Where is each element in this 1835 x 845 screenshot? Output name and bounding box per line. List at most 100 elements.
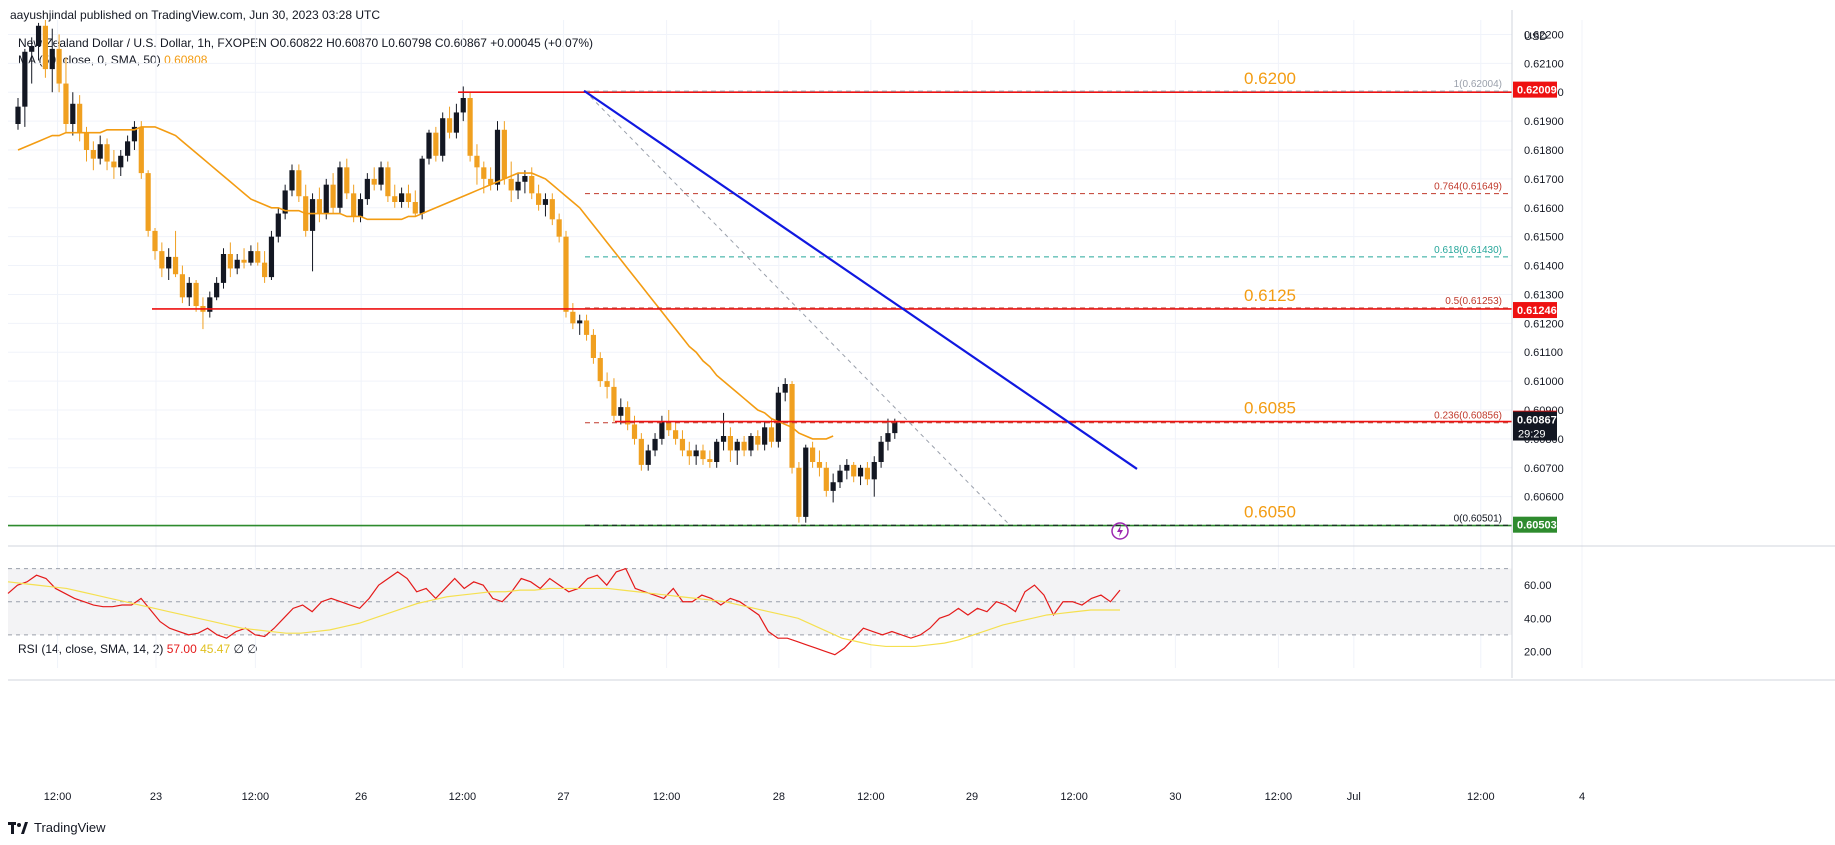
- candle-body: [214, 282, 220, 298]
- candle: [570, 303, 576, 330]
- candle: [111, 150, 117, 179]
- candle-body: [364, 178, 370, 200]
- candle: [556, 213, 562, 243]
- candle-body: [440, 118, 446, 156]
- y-tick-label: 0.62100: [1524, 58, 1564, 70]
- ohlc-values: O0.60822 H0.60870 L0.60798 C0.60867 +0.0…: [270, 36, 594, 50]
- candle-body: [796, 467, 802, 517]
- candle: [755, 430, 761, 451]
- candle-body: [227, 254, 233, 269]
- candle-body: [892, 421, 898, 434]
- candle: [823, 462, 829, 497]
- candle-body: [83, 132, 90, 150]
- candle-body: [481, 167, 487, 179]
- candle-body: [768, 427, 775, 442]
- candle-body: [789, 384, 795, 468]
- candle: [385, 161, 391, 202]
- candle-body: [166, 256, 172, 269]
- tradingview-brand[interactable]: TradingView: [8, 820, 106, 835]
- candle: [186, 277, 192, 306]
- candle-body: [686, 450, 692, 457]
- candle: [49, 28, 55, 93]
- candle: [296, 164, 302, 202]
- candle: [282, 184, 288, 220]
- candle: [720, 412, 727, 451]
- candle: [734, 438, 740, 465]
- candle-body: [693, 450, 699, 457]
- candle-body: [857, 467, 864, 477]
- candle: [714, 438, 720, 468]
- candle: [844, 459, 850, 480]
- publisher-line: aayushjindal published on TradingView.co…: [10, 8, 381, 22]
- candle-body: [63, 83, 69, 124]
- overlays: 0.6200 0.6125 0.6085 0.6050 1(0.62004) 0.764(…: [8, 69, 1512, 540]
- rsi-pane: [7, 567, 1121, 656]
- candle: [214, 277, 220, 301]
- candle: [467, 92, 473, 162]
- candle-body: [268, 236, 275, 278]
- brand-name: TradingView: [34, 820, 106, 835]
- candle: [741, 436, 747, 457]
- candle-body: [179, 274, 185, 298]
- candle-body: [871, 462, 877, 480]
- candle-body: [29, 46, 35, 52]
- candle: [768, 418, 775, 448]
- candle: [405, 184, 412, 208]
- y-tick-label: 0.61800: [1524, 145, 1564, 157]
- candle: [364, 173, 370, 205]
- y-tick-label: 0.61900: [1524, 116, 1564, 128]
- symbol-legend: New Zealand Dollar / U.S. Dollar, 1h, FX…: [18, 36, 593, 50]
- candle-body: [296, 170, 302, 197]
- candle-body: [844, 464, 850, 471]
- candle-body: [207, 297, 213, 312]
- candle-body: [501, 129, 507, 179]
- candle: [97, 135, 103, 165]
- price-tag: [1513, 302, 1557, 319]
- candle: [474, 144, 480, 185]
- candle: [611, 378, 617, 422]
- candle: [344, 158, 350, 200]
- candle-body: [131, 126, 138, 142]
- candle-body: [474, 155, 480, 168]
- candle: [220, 248, 227, 289]
- candle-body: [782, 384, 788, 393]
- candle-body: [673, 430, 679, 439]
- candle-body: [577, 320, 583, 324]
- candle: [172, 230, 179, 278]
- candle: [255, 242, 261, 266]
- candle: [618, 398, 624, 425]
- fib-label: 0.618(0.61430): [1434, 245, 1502, 256]
- candle-body: [172, 256, 179, 275]
- candle-body: [679, 438, 686, 451]
- candle-body: [597, 358, 603, 382]
- trend-line: [583, 89, 1138, 470]
- x-tick-label: 12:00: [1265, 791, 1293, 803]
- candle: [851, 462, 857, 483]
- candle: [63, 57, 69, 133]
- candle-body: [145, 173, 151, 231]
- candle-body: [727, 436, 733, 451]
- candle-body: [515, 181, 521, 191]
- candle: [508, 161, 514, 202]
- candle: [597, 352, 603, 387]
- candle: [803, 444, 809, 523]
- candle-body: [412, 202, 418, 214]
- fib-label: 0.236(0.60856): [1434, 411, 1502, 422]
- candle: [673, 421, 679, 445]
- candle-body: [878, 441, 884, 462]
- candle-body: [618, 407, 624, 416]
- x-tick-label: 29: [966, 791, 978, 803]
- candle-body: [645, 450, 651, 465]
- level-label: 0.6050: [1244, 503, 1296, 522]
- axes: 0.622000.621000.620000.619000.618000.617…: [8, 10, 1835, 803]
- candle: [399, 187, 405, 208]
- candle-body: [604, 381, 610, 387]
- fib-label: 0.5(0.61253): [1445, 296, 1502, 307]
- candle-body: [556, 219, 562, 237]
- candle: [700, 444, 706, 465]
- candle-body: [748, 436, 754, 451]
- candle: [56, 34, 62, 93]
- candle: [563, 230, 569, 318]
- candle: [625, 401, 631, 431]
